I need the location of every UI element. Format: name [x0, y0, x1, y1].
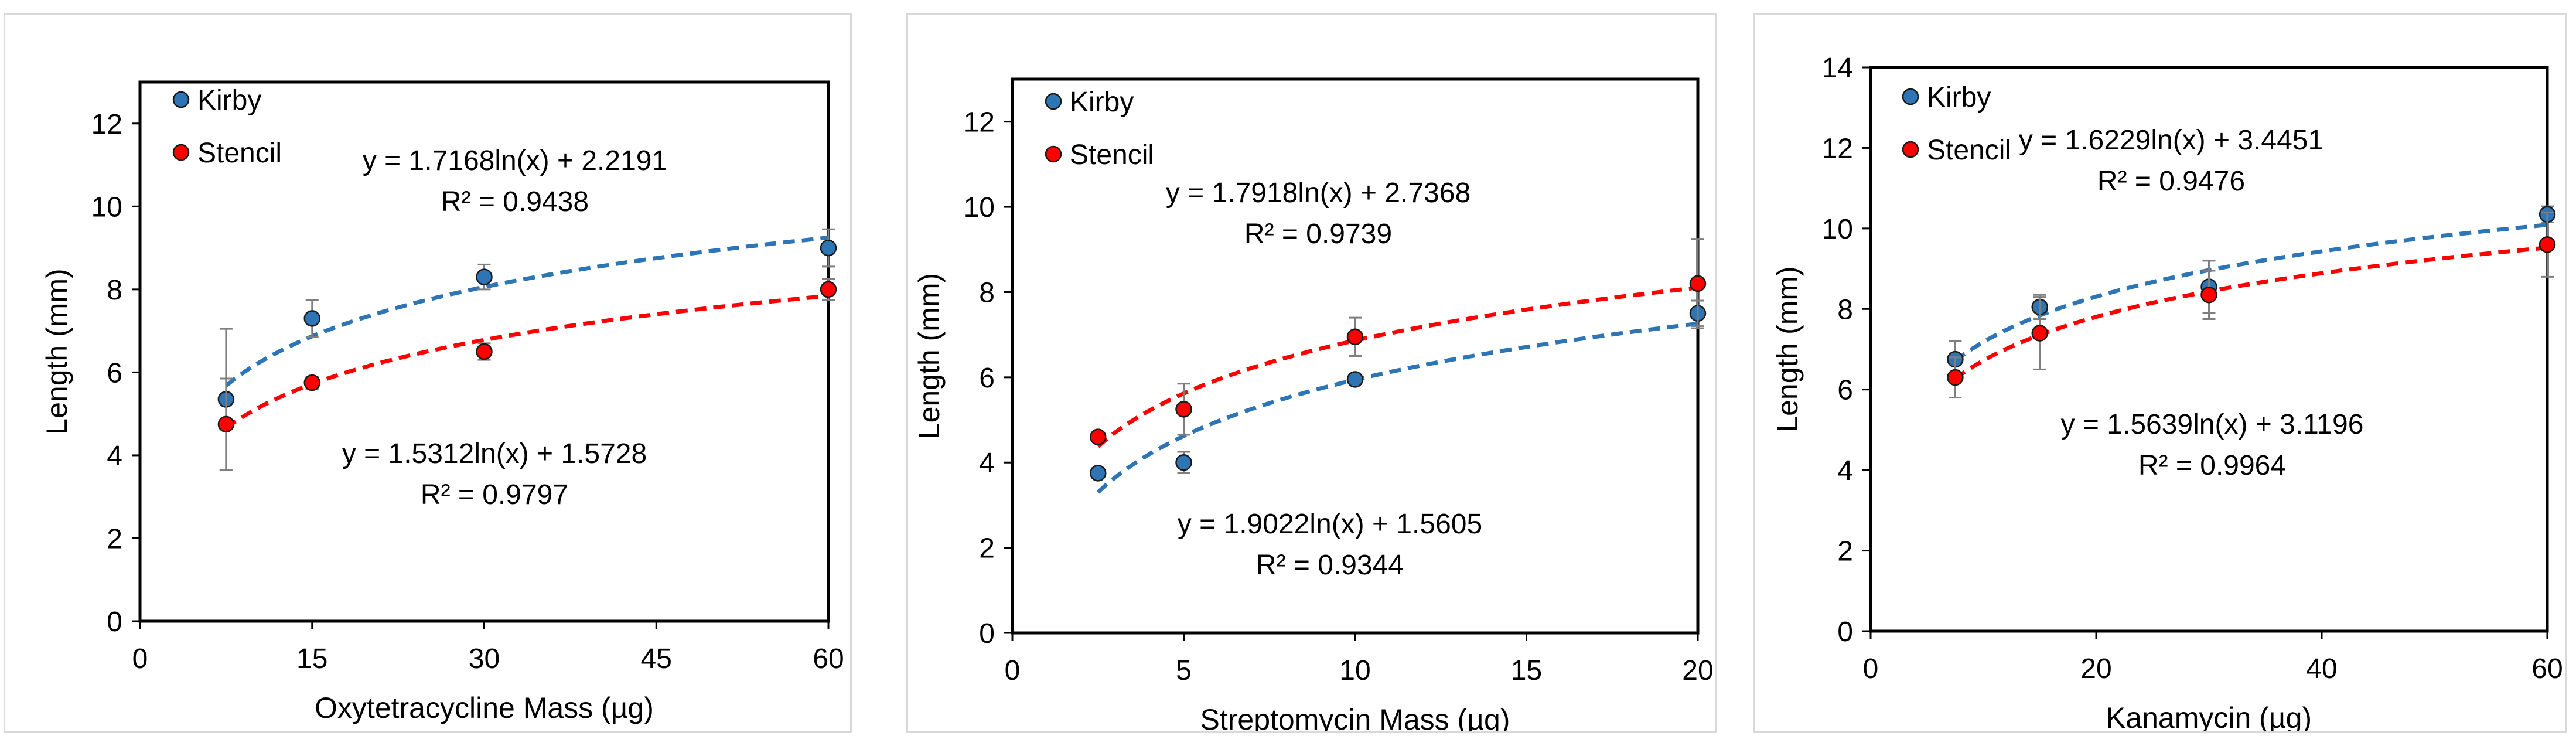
y-tick-label: 4 — [979, 448, 995, 479]
legend-label-stencil: Stencil — [1927, 135, 2011, 166]
legend-label-kirby: Kirby — [197, 85, 261, 116]
y-tick-label: 0 — [1837, 616, 1853, 648]
data-point-kirby — [820, 239, 837, 257]
trendline-r2-kirby: R² = 0.9438 — [441, 186, 589, 217]
data-point-kirby — [476, 268, 493, 285]
x-tick-label: 60 — [813, 643, 844, 675]
y-tick-label: 14 — [1822, 53, 1853, 84]
legend-label-stencil: Stencil — [197, 138, 282, 169]
legend-marker-stencil — [172, 144, 190, 161]
x-tick-label: 15 — [1511, 655, 1542, 686]
y-tick-label: 2 — [1837, 536, 1853, 567]
data-point-stencil — [303, 374, 320, 391]
trendline-stencil — [1097, 285, 1698, 448]
y-tick-label: 6 — [979, 363, 995, 394]
x-axis-title: Oxytetracycline Mass (µg) — [315, 692, 654, 724]
data-point-stencil — [2200, 286, 2217, 304]
data-point-kirby — [1090, 465, 1107, 482]
y-tick-label: 6 — [107, 357, 122, 389]
legend-marker-stencil — [1045, 145, 1062, 163]
y-tick-label: 6 — [1837, 375, 1853, 406]
x-tick-label: 10 — [1339, 655, 1370, 686]
plot-frame — [1869, 66, 2549, 633]
y-axis-title: Length (mm) — [40, 268, 73, 434]
legend-label-stencil: Stencil — [1070, 139, 1154, 171]
y-tick-label: 4 — [107, 441, 122, 472]
y-tick-label: 12 — [1822, 133, 1853, 164]
chart-panel-oxytetracycline: 0 2 4 6 8 10 12 0 15 30 45 60 Oxytetracycline Mass (… — [4, 13, 852, 733]
data-point-stencil — [2539, 236, 2556, 253]
y-tick-label: 10 — [1822, 214, 1853, 245]
x-tick-label: 0 — [1863, 653, 1879, 684]
chart-streptomycin: 0 2 4 6 8 10 12 0 5 10 15 20 Streptomycin Mass (µg) L… — [913, 77, 1714, 731]
y-tick-label: 0 — [107, 607, 122, 638]
y-tick-label: 4 — [1837, 455, 1853, 486]
y-axis-title: Length (mm) — [913, 273, 946, 439]
data-point-stencil — [1090, 428, 1107, 445]
y-tick-label: 8 — [1837, 294, 1853, 325]
data-point-stencil — [2031, 325, 2048, 342]
trendline-equation-kirby: y = 1.9022ln(x) + 1.5605 — [1178, 509, 1482, 540]
trendline-stencil — [1954, 246, 2548, 380]
x-tick-label: 30 — [469, 643, 500, 675]
data-point-kirby — [1175, 454, 1192, 471]
x-axis-title: Streptomycin Mass (µg) — [1200, 703, 1510, 731]
y-tick-label: 2 — [979, 533, 995, 564]
x-tick-label: 5 — [1176, 655, 1192, 686]
chart-oxytetracycline: 0 2 4 6 8 10 12 0 15 30 45 60 Oxytetracycline Mass (… — [40, 80, 844, 724]
y-tick-label: 8 — [979, 277, 995, 308]
trendline-equation-kirby: y = 1.6229ln(x) + 3.4451 — [2019, 125, 2323, 156]
x-axis-title: Kanamycin (µg) — [2106, 701, 2312, 731]
trendline-equation-kirby: y = 1.7168ln(x) + 2.2191 — [363, 145, 667, 176]
y-tick-label: 2 — [107, 523, 122, 554]
legend-marker-kirby — [172, 91, 190, 108]
y-tick-label: 8 — [107, 275, 122, 306]
chart-panel-streptomycin: 0 2 4 6 8 10 12 0 5 10 15 20 Streptomycin Mass (µg) L… — [906, 13, 1717, 733]
legend-label-kirby: Kirby — [1927, 82, 1991, 113]
trendline-r2-stencil: R² = 0.9739 — [1244, 219, 1392, 250]
y-tick-label: 12 — [91, 109, 122, 140]
legend-label-kirby: Kirby — [1070, 87, 1134, 118]
x-tick-label: 20 — [2080, 653, 2111, 684]
x-tick-label: 60 — [2531, 653, 2563, 684]
data-point-kirby — [1346, 371, 1364, 388]
trendline-kirby — [224, 236, 829, 387]
data-point-kirby — [303, 310, 320, 327]
data-point-stencil — [820, 281, 837, 298]
x-tick-label: 45 — [641, 643, 672, 675]
x-tick-label: 0 — [132, 643, 148, 675]
data-point-stencil — [217, 415, 235, 433]
trendline-kirby — [1096, 321, 1698, 494]
chart-panel-kanamycin: 0 2 4 6 8 10 12 14 0 20 40 60 Kanamycin (µg) Length (… — [1753, 13, 2567, 733]
y-tick-label: 0 — [979, 618, 995, 649]
y-tick-label: 12 — [964, 107, 995, 138]
legend-marker-kirby — [1902, 88, 1919, 105]
data-point-stencil — [1175, 401, 1192, 418]
legend-marker-stencil — [1902, 141, 1919, 158]
trendline-kirby — [1954, 223, 2548, 363]
y-tick-label: 10 — [91, 192, 122, 223]
data-point-stencil — [1346, 328, 1364, 346]
data-point-stencil — [1689, 275, 1707, 292]
trendline-r2-kirby: R² = 0.9476 — [2097, 166, 2245, 197]
y-tick-label: 10 — [964, 192, 995, 223]
trendline-equation-stencil: y = 1.5639ln(x) + 3.1196 — [2061, 409, 2364, 440]
y-axis-title: Length (mm) — [1771, 266, 1804, 432]
trendline-r2-kirby: R² = 0.9344 — [1256, 550, 1404, 581]
trendline-equation-stencil: y = 1.7918ln(x) + 2.7368 — [1166, 178, 1470, 209]
legend-marker-kirby — [1045, 93, 1062, 110]
chart-kanamycin: 0 2 4 6 8 10 12 14 0 20 40 60 Kanamycin (µg) Length (… — [1771, 53, 2563, 731]
x-tick-label: 20 — [1682, 655, 1713, 686]
trendline-r2-stencil: R² = 0.9964 — [2138, 450, 2286, 481]
x-tick-label: 15 — [296, 643, 327, 675]
data-point-stencil — [476, 343, 493, 360]
trendline-equation-stencil: y = 1.5312ln(x) + 1.5728 — [342, 438, 647, 469]
x-tick-label: 0 — [1005, 655, 1021, 686]
x-tick-label: 40 — [2306, 653, 2337, 684]
trendline-r2-stencil: R² = 0.9797 — [421, 479, 568, 510]
data-point-stencil — [1947, 369, 1964, 386]
